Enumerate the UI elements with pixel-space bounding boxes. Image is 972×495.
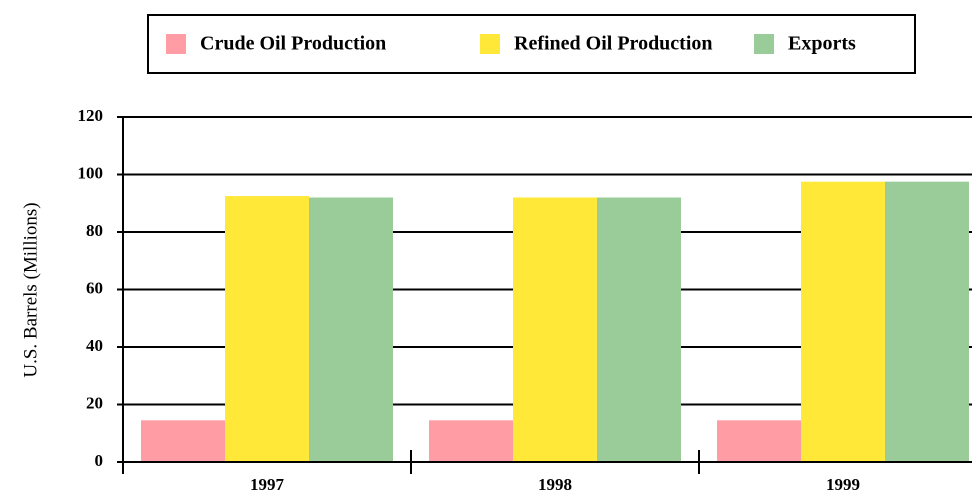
y-tick-label: 80 xyxy=(86,221,103,240)
bar xyxy=(513,197,597,462)
bar xyxy=(429,420,513,462)
legend-label: Exports xyxy=(788,33,856,55)
y-axis-label: U.S. Barrels (Millions) xyxy=(20,202,41,377)
legend-label: Crude Oil Production xyxy=(200,33,386,55)
bar xyxy=(141,420,225,462)
bar xyxy=(801,181,885,462)
x-tick-label: 1997 xyxy=(250,475,285,494)
x-tick-label: 1999 xyxy=(826,475,860,494)
y-tick-label: 20 xyxy=(86,393,103,412)
legend-swatch xyxy=(166,34,186,54)
y-tick-label: 40 xyxy=(86,336,103,355)
bar xyxy=(717,420,801,462)
legend-box xyxy=(147,14,916,74)
legend-label: Refined Oil Production xyxy=(514,33,713,55)
x-tick-label: 1998 xyxy=(538,475,572,494)
bar xyxy=(225,196,309,462)
y-tick-label: 60 xyxy=(86,278,103,297)
bar xyxy=(597,197,681,462)
bar xyxy=(885,181,969,462)
legend-swatch xyxy=(480,34,500,54)
y-tick-label: 100 xyxy=(78,163,104,182)
legend-swatch xyxy=(754,34,774,54)
y-tick-label: 120 xyxy=(78,106,104,125)
bar xyxy=(309,197,393,462)
y-tick-label: 0 xyxy=(95,451,104,470)
